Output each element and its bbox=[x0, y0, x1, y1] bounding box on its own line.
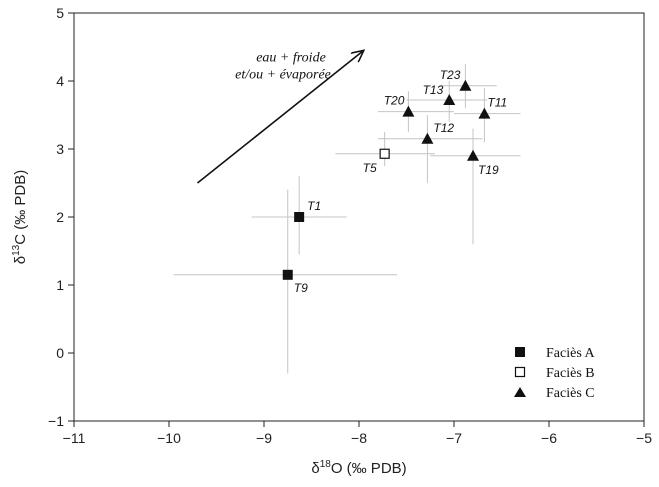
legend-marker-facies-c bbox=[514, 387, 526, 397]
y-tick-label: −1 bbox=[48, 413, 64, 429]
marker-square-filled bbox=[294, 212, 305, 222]
marker-triangle bbox=[478, 107, 491, 119]
x-tick-label: −6 bbox=[541, 430, 557, 446]
legend: Faciès A Faciès B Faciès C bbox=[514, 346, 595, 401]
point-label: T1 bbox=[307, 199, 321, 213]
point-label: T13 bbox=[423, 83, 444, 97]
x-tick-label: −11 bbox=[63, 430, 86, 446]
legend-label-facies-c: Faciès C bbox=[546, 386, 595, 401]
marker-triangle bbox=[402, 105, 415, 117]
error-bars bbox=[173, 64, 521, 374]
marker-triangle bbox=[443, 94, 456, 106]
point-label: T19 bbox=[478, 163, 499, 177]
point-label: T5 bbox=[363, 161, 377, 175]
trend-arrow bbox=[197, 50, 364, 184]
marker-square-filled bbox=[282, 269, 293, 280]
annotation-line-2: et/ou + évaporée bbox=[235, 67, 331, 82]
annotation-group: eau + froide et/ou + évaporée bbox=[197, 50, 364, 184]
x-tick-label: −10 bbox=[157, 430, 181, 446]
legend-marker-facies-b bbox=[514, 366, 526, 378]
x-tick-label: −5 bbox=[636, 430, 652, 446]
legend-label-facies-b: Faciès B bbox=[546, 366, 595, 381]
marker-triangle bbox=[467, 149, 479, 161]
point-label: T23 bbox=[440, 68, 461, 82]
x-tick-label: −9 bbox=[256, 430, 272, 446]
legend-marker-facies-a bbox=[515, 347, 525, 357]
annotation-line-1: eau + froide bbox=[256, 50, 326, 65]
axis-titles: δ18O (‰ PDB) δ13C (‰ PDB) bbox=[11, 170, 407, 477]
x-tick-label: −8 bbox=[351, 430, 367, 446]
legend-label-facies-a: Faciès A bbox=[546, 346, 595, 361]
y-tick-label: 0 bbox=[56, 345, 64, 361]
marker-triangle bbox=[459, 79, 472, 91]
y-tick-label: 4 bbox=[56, 73, 64, 89]
y-tick-label: 1 bbox=[56, 277, 64, 293]
y-tick-label: 2 bbox=[56, 209, 64, 225]
y-tick-label: 5 bbox=[56, 5, 64, 21]
point-label: T11 bbox=[487, 96, 507, 110]
marker-square-open bbox=[379, 148, 390, 159]
y-tick-label: 3 bbox=[56, 141, 64, 157]
point-label: T9 bbox=[294, 281, 308, 295]
x-tick-label: −7 bbox=[446, 430, 462, 446]
point-label: T20 bbox=[384, 94, 405, 108]
x-axis-title: δ18O (‰ PDB) bbox=[311, 459, 406, 477]
marker-triangle bbox=[421, 132, 434, 144]
point-label: T12 bbox=[433, 121, 454, 135]
y-axis-title: δ13C (‰ PDB) bbox=[11, 170, 29, 264]
